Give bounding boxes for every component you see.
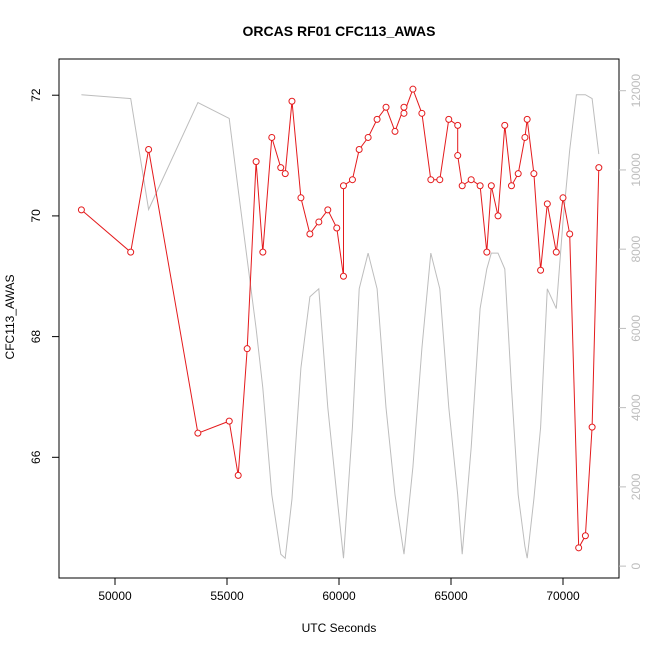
y2-tick-label: 8000 — [629, 235, 643, 262]
data-point — [400, 103, 408, 111]
data-point — [436, 176, 444, 184]
data-point — [243, 345, 251, 353]
data-point — [234, 471, 242, 479]
y-axis: 66 68 70 72 — [29, 88, 59, 464]
data-point — [77, 206, 85, 214]
x-tick-label: 55000 — [210, 589, 244, 603]
data-point — [400, 109, 408, 117]
data-point — [333, 224, 341, 232]
data-point — [575, 544, 583, 552]
data-point — [418, 109, 426, 117]
data-point — [145, 146, 153, 154]
x-axis-label: UTC Seconds — [302, 621, 377, 635]
primary-series-line — [81, 87, 600, 550]
data-point — [348, 176, 356, 184]
data-point — [252, 158, 260, 166]
data-point — [523, 115, 531, 123]
data-point — [364, 133, 372, 141]
data-point — [427, 176, 435, 184]
data-point — [127, 248, 135, 256]
data-point — [454, 152, 462, 160]
data-point — [595, 164, 603, 172]
series-layer — [77, 85, 603, 560]
x-tick-label: 50000 — [98, 589, 132, 603]
x-axis: 50000 55000 60000 65000 70000 — [98, 578, 580, 603]
data-point — [566, 230, 574, 238]
data-point — [537, 266, 545, 274]
data-point — [487, 182, 495, 190]
y-tick-label: 68 — [29, 330, 43, 344]
data-point — [194, 429, 202, 437]
data-point — [225, 417, 233, 425]
x-tick-label: 65000 — [434, 589, 468, 603]
data-point — [281, 170, 289, 178]
data-point — [297, 194, 305, 202]
data-point — [543, 200, 551, 208]
y2-tick-label: 4000 — [629, 394, 643, 421]
data-point — [409, 85, 417, 93]
data-point — [355, 146, 363, 154]
x-tick-label: 60000 — [322, 589, 356, 603]
data-point — [501, 121, 509, 129]
data-point — [483, 248, 491, 256]
data-point — [552, 248, 560, 256]
data-point — [514, 170, 522, 178]
y2-tick-label: 12000 — [629, 74, 643, 108]
data-point — [530, 170, 538, 178]
y2-tick-label: 2000 — [629, 473, 643, 500]
data-point — [559, 194, 567, 202]
data-point — [259, 248, 267, 256]
data-point — [458, 182, 466, 190]
data-point — [391, 127, 399, 135]
data-point — [339, 182, 347, 190]
y2-tick-label: 0 — [629, 562, 643, 569]
y-axis-label: CFC113_AWAS — [3, 275, 17, 360]
data-point — [382, 103, 390, 111]
data-point — [476, 182, 484, 190]
data-point — [494, 212, 502, 220]
data-point — [373, 115, 381, 123]
chart-title: ORCAS RF01 CFC113_AWAS — [243, 23, 436, 39]
data-point — [445, 115, 453, 123]
data-point — [467, 176, 475, 184]
y-tick-label: 66 — [29, 450, 43, 464]
data-point — [507, 182, 515, 190]
y2-axis: 0 2000 4000 6000 8000 10000 12000 — [619, 74, 643, 569]
data-point — [315, 218, 323, 226]
data-point — [521, 133, 529, 141]
y2-tick-label: 10000 — [629, 153, 643, 187]
y2-tick-label: 6000 — [629, 315, 643, 342]
data-point — [324, 206, 332, 214]
data-point — [277, 164, 285, 172]
data-point — [454, 121, 462, 129]
x-tick-label: 70000 — [546, 589, 580, 603]
y-tick-label: 72 — [29, 88, 43, 102]
data-point — [288, 97, 296, 105]
data-point — [268, 133, 276, 141]
data-point — [339, 272, 347, 280]
data-point — [581, 532, 589, 540]
secondary-series-line — [81, 94, 600, 560]
data-point — [306, 230, 314, 238]
data-point — [588, 423, 596, 431]
y-tick-label: 70 — [29, 209, 43, 223]
